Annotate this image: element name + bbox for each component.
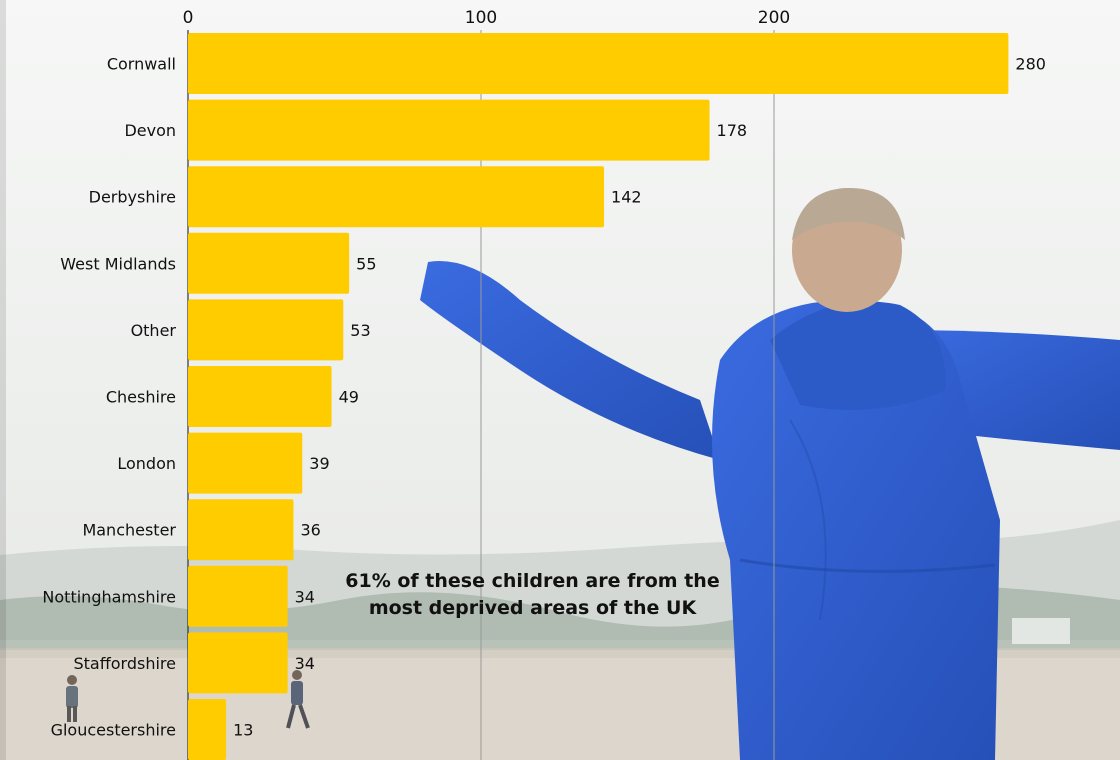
bar: [188, 432, 303, 494]
category-label: Derbyshire: [89, 188, 176, 207]
x-tick-label: 100: [465, 8, 497, 28]
bar: [188, 366, 332, 427]
bar: [188, 33, 1009, 94]
value-label: 142: [611, 188, 642, 207]
bar: [188, 232, 350, 294]
bar: [188, 99, 710, 161]
value-label: 178: [717, 121, 748, 140]
value-label: 34: [295, 587, 315, 606]
chart-annotation: 61% of these children are from the most …: [345, 570, 720, 619]
x-tick-label: 200: [758, 8, 790, 28]
category-label: Other: [131, 321, 177, 340]
category-label: London: [117, 454, 176, 473]
category-label: Cheshire: [106, 388, 176, 407]
value-label: 39: [309, 454, 329, 473]
bar: [188, 166, 605, 228]
value-label: 55: [356, 254, 376, 273]
bar: [188, 632, 288, 694]
walker-figure-1: [66, 675, 78, 722]
category-label: Staffordshire: [74, 654, 177, 673]
category-label: Gloucestershire: [51, 721, 176, 740]
category-label: Manchester: [82, 521, 176, 540]
walker-figure-2: [286, 670, 310, 729]
bar: [188, 699, 227, 760]
category-label: Devon: [124, 121, 176, 140]
value-label: 280: [1015, 55, 1046, 74]
bars: [188, 33, 1009, 760]
value-labels: 280 178 142 55 53 49 39 36 34 34 13: [233, 55, 1046, 740]
bar: [188, 499, 294, 561]
boy-in-raincoat: [420, 188, 1120, 760]
x-tick-label: 0: [183, 8, 194, 28]
x-axis-ticks: 0 100 200: [183, 8, 791, 28]
bar: [188, 565, 288, 627]
category-label: Nottinghamshire: [42, 587, 176, 606]
value-label: 49: [339, 388, 359, 407]
value-label: 13: [233, 721, 253, 740]
category-label: West Midlands: [60, 254, 176, 273]
value-label: 53: [350, 321, 370, 340]
value-label: 36: [300, 521, 320, 540]
category-labels: Cornwall Devon Derbyshire West Midlands Othe…: [42, 55, 176, 740]
value-label: 34: [295, 654, 315, 673]
category-label: Cornwall: [107, 55, 176, 74]
bar: [188, 299, 344, 361]
